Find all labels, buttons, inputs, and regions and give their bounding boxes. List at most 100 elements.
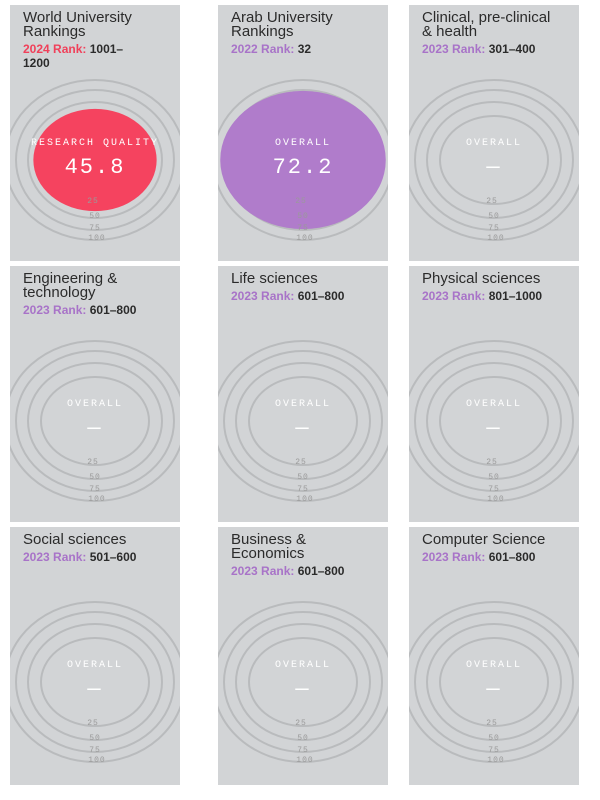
rank-value: 801–1000 <box>488 289 543 303</box>
rank-year-label: 2023 Rank: <box>422 550 486 564</box>
ranking-card: Social sciences 2023 Rank: 501–600 25 50 75 1… <box>10 527 180 785</box>
scale-ring <box>15 89 175 231</box>
scale-label: 100 <box>487 756 505 765</box>
ranking-card: Computer Science 2023 Rank: 601–800 25 50 75… <box>409 527 579 785</box>
metric-value: — <box>295 416 311 441</box>
scale-label: 25 <box>486 719 498 728</box>
scale-ring <box>223 611 383 753</box>
scale-label: 75 <box>488 485 500 494</box>
score-rings <box>409 601 579 763</box>
rank-year-label: 2023 Rank: <box>231 289 295 303</box>
scale-label: 50 <box>297 212 309 221</box>
rank-line: 2023 Rank: 301–400 <box>422 42 562 56</box>
ranking-card: Business & Economics 2023 Rank: 601–800 25… <box>218 527 388 785</box>
scale-ring <box>409 601 579 763</box>
rank-value: 601–800 <box>297 289 345 303</box>
scale-label: 75 <box>297 224 309 233</box>
scale-ring <box>426 362 562 480</box>
card-title: Engineering & technology <box>23 270 118 301</box>
rank-year-label: 2023 Rank: <box>23 303 87 317</box>
scale-label: 75 <box>297 746 309 755</box>
scale-label: 25 <box>486 458 498 467</box>
scale-ring <box>40 637 150 727</box>
scale-ring <box>248 637 358 727</box>
metric-value: — <box>87 677 103 702</box>
score-rings <box>218 79 388 241</box>
rank-line: 2022 Rank: 32 <box>231 42 371 56</box>
scale-label: 25 <box>295 719 307 728</box>
metric-value: — <box>486 677 502 702</box>
metric-label: OVERALL <box>274 399 331 410</box>
scale-ring <box>235 623 371 741</box>
scale-label: 50 <box>488 212 500 221</box>
card-title: Clinical, pre-clinical & health <box>422 9 551 40</box>
rank-line: 2023 Rank: 601–800 <box>422 550 562 564</box>
scale-label: 75 <box>89 485 101 494</box>
scale-label: 100 <box>88 495 106 504</box>
score-fill <box>33 108 157 212</box>
score-rings <box>409 340 579 502</box>
scale-label: 50 <box>297 734 309 743</box>
scale-label: 100 <box>88 756 106 765</box>
scale-label: 100 <box>487 495 505 504</box>
scale-ring <box>439 376 549 466</box>
score-rings <box>10 340 180 502</box>
scale-ring <box>426 101 562 219</box>
metric-label: RESEARCH QUALITY <box>30 138 159 149</box>
scale-ring <box>10 79 180 241</box>
ranking-card: Life sciences 2023 Rank: 601–800 25 50 75 100… <box>218 266 388 522</box>
card-title: Computer Science <box>422 531 546 548</box>
metric-value: — <box>486 155 502 180</box>
scale-ring <box>414 89 574 231</box>
scale-ring <box>27 101 163 219</box>
rank-value: 601–800 <box>297 564 345 578</box>
metric-label: OVERALL <box>66 399 123 410</box>
rank-value: 601–800 <box>488 550 536 564</box>
scale-label: 25 <box>87 197 99 206</box>
rank-value: 32 <box>297 42 312 56</box>
scale-ring <box>439 115 549 205</box>
rank-year-label: 2022 Rank: <box>231 42 295 56</box>
rank-line: 2023 Rank: 601–800 <box>231 564 371 578</box>
rank-year-label: 2023 Rank: <box>422 289 486 303</box>
metric-label: OVERALL <box>465 399 522 410</box>
rank-value: 1001–1200 <box>23 42 124 70</box>
ranking-card: Physical sciences 2023 Rank: 801–1000 25 50… <box>409 266 579 522</box>
metric-value: 72.2 <box>272 155 334 180</box>
scale-label: 50 <box>89 473 101 482</box>
scale-label: 100 <box>296 234 314 243</box>
scale-ring <box>248 376 358 466</box>
metric-value: — <box>295 677 311 702</box>
scale-label: 75 <box>488 224 500 233</box>
card-title: World University Rankings <box>23 9 132 40</box>
score-rings <box>409 79 579 241</box>
metric-value: 45.8 <box>64 155 126 180</box>
scale-ring <box>218 79 388 241</box>
score-rings <box>10 79 180 241</box>
card-title: Arab University Rankings <box>231 9 333 40</box>
scale-label: 25 <box>87 458 99 467</box>
scale-label: 75 <box>89 224 101 233</box>
card-title: Business & Economics <box>231 531 307 562</box>
ranking-card: Engineering & technology 2023 Rank: 601–8… <box>10 266 180 522</box>
rank-year-label: 2023 Rank: <box>422 42 486 56</box>
card-title: Physical sciences <box>422 270 541 287</box>
metric-label: OVERALL <box>465 138 522 149</box>
scale-ring <box>218 340 388 502</box>
metric-label: OVERALL <box>274 660 331 671</box>
scale-label: 50 <box>89 212 101 221</box>
metric-value: — <box>486 416 502 441</box>
scale-label: 25 <box>486 197 498 206</box>
scale-ring <box>10 340 180 502</box>
metric-label: OVERALL <box>66 660 123 671</box>
scale-label: 50 <box>488 473 500 482</box>
rank-line: 2023 Rank: 601–800 <box>231 289 371 303</box>
scale-label: 100 <box>296 495 314 504</box>
scale-label: 25 <box>295 197 307 206</box>
ranking-card: Clinical, pre-clinical & health 2023 Rank… <box>409 5 579 261</box>
rank-line: 2023 Rank: 501–600 <box>23 550 163 564</box>
rank-line: 2023 Rank: 601–800 <box>23 303 163 317</box>
card-title: Social sciences <box>23 531 127 548</box>
rank-value: 601–800 <box>89 303 137 317</box>
rank-line: 2024 Rank: 1001–1200 <box>23 42 148 70</box>
